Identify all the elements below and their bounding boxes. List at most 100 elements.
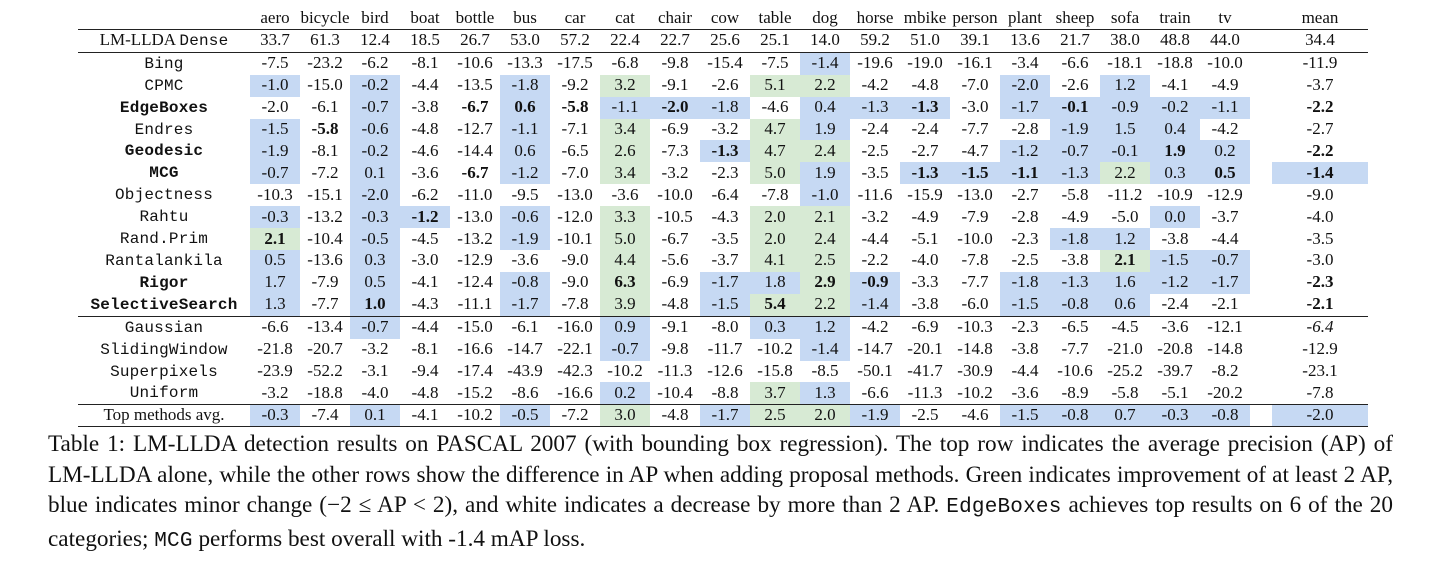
cell-gap (1250, 382, 1272, 404)
ap-cell: -43.9 (507, 361, 543, 380)
ap-cell: 4.4 (600, 249, 650, 272)
ap-cell: -1.7 (500, 293, 550, 317)
ap-cell: 0.6 (500, 140, 550, 163)
ap-cell: -4.9 (1061, 206, 1089, 226)
ap-cell: 0.5 (350, 271, 400, 294)
ap-cell: -2.7 (1011, 184, 1039, 204)
ap-cell: -0.1 (1050, 96, 1100, 119)
header-category: car (564, 8, 586, 27)
ap-cell: -0.5 (500, 404, 550, 428)
ap-cell: -16.6 (457, 339, 493, 359)
method-name: MCG (78, 162, 250, 184)
ap-cell: -5.8 (311, 119, 339, 139)
cell-gap (1250, 75, 1272, 97)
ap-cell: -21.8 (257, 339, 293, 359)
ap-cell: -11.0 (457, 184, 493, 204)
ap-cell: -13.6 (307, 250, 343, 270)
ap-cell: 2.6 (600, 140, 650, 163)
ap-cell: -6.7 (461, 162, 489, 182)
ap-cell: -15.1 (307, 184, 343, 204)
ap-cell: 0.0 (1150, 206, 1200, 229)
ap-cell: -8.0 (700, 315, 750, 339)
mean-cell: -12.9 (1302, 339, 1338, 359)
ap-cell: -2.4 (861, 119, 889, 139)
ap-cell: 2.1 (250, 228, 300, 250)
caption-mcg: MCG (154, 529, 193, 553)
ap-cell: -2.0 (350, 184, 400, 207)
ap-cell: 5.1 (750, 74, 800, 97)
avg-label: Top methods avg. (103, 405, 225, 425)
ap-cell: -16.0 (550, 315, 600, 339)
ap-cell: -4.2 (850, 315, 900, 339)
ap-cell: 2.1 (1100, 249, 1150, 272)
ap-cell: -4.4 (861, 228, 889, 248)
mean-cell: -23.1 (1302, 361, 1338, 380)
ap-cell: -7.7 (311, 294, 339, 314)
ap-cell: -4.4 (1211, 228, 1239, 248)
ap-cell: -3.8 (1061, 250, 1089, 270)
ap-cell: -9.4 (411, 361, 439, 380)
ap-cell: -12.7 (457, 119, 493, 139)
ap-cell: 0.5 (1200, 162, 1250, 185)
ap-cell: -1.2 (400, 206, 450, 229)
ap-cell: -1.3 (900, 96, 950, 119)
ap-cell: 3.4 (600, 118, 650, 141)
method-row: Rantalankila 0.5 -13.6 0.3 -3.0 -12.9 -3.6 -9.0… (78, 249, 1368, 272)
ap-cell: -12.6 (707, 361, 743, 380)
ap-cell: -1.8 (1000, 271, 1050, 294)
ap-cell: -41.7 (907, 361, 943, 380)
ap-cell: 1.2 (1100, 228, 1150, 250)
ap-cell: 3.7 (750, 382, 800, 405)
ap-cell: 61.3 (300, 28, 350, 53)
ap-cell: -1.5 (950, 162, 1000, 185)
ap-cell: 0.1 (350, 404, 400, 428)
ap-cell: -5.8 (1061, 184, 1089, 204)
ap-cell: -1.9 (1050, 118, 1100, 141)
mean-cell: -9.0 (1306, 184, 1334, 204)
ap-cell: -13.3 (500, 51, 550, 75)
ap-cell: -9.1 (661, 75, 689, 95)
ap-cell: 1.3 (800, 382, 850, 405)
method-name: Uniform (78, 382, 250, 404)
ap-cell: -4.4 (400, 315, 450, 339)
header-category: bottle (455, 8, 495, 27)
ap-cell: 59.2 (850, 28, 900, 53)
method-row: Rigor 1.7 -7.9 0.5 -4.1 -12.4 -0.8 -9.0 6.3 -6.9-… (78, 271, 1368, 294)
method-row: CPMC -1.0 -15.0 -0.2 -4.4 -13.5 -1.8 -9.2 3.2 -9.… (78, 74, 1368, 97)
ap-cell: -2.0 (650, 96, 700, 119)
ap-cell: -1.4 (800, 338, 850, 361)
method-row: Gaussian -6.6 -13.4 -0.7 -4.4 -15.0 -6.1 -16.0 0… (78, 315, 1368, 339)
ap-cell: 2.0 (750, 206, 800, 229)
ap-cell: 2.0 (800, 404, 850, 428)
ap-cell: -1.8 (700, 96, 750, 119)
ap-cell: -1.3 (700, 140, 750, 163)
ap-cell: -13.2 (307, 206, 343, 226)
ap-cell: -9.5 (511, 184, 539, 204)
ap-cell: -3.8 (1011, 339, 1039, 359)
method-name: Gaussian (78, 315, 250, 339)
ap-cell: -3.2 (261, 382, 289, 402)
ap-cell: -4.3 (711, 206, 739, 226)
ap-cell: -0.7 (350, 315, 400, 339)
ap-cell: -7.2 (311, 162, 339, 182)
ap-cell: -0.8 (1200, 404, 1250, 428)
method-row: Bing -7.5 -23.2 -6.2 -8.1 -10.6 -13.3 -17.5 -6.8… (78, 51, 1368, 75)
ap-cell: -10.3 (950, 315, 1000, 339)
ap-cell: -5.1 (1161, 382, 1189, 402)
ap-cell: 2.2 (1100, 162, 1150, 185)
caption-mid2: achieves top results on 6 of the 20 cate… (48, 492, 1393, 552)
header-category: dog (812, 8, 838, 27)
ap-cell: -14.7 (857, 339, 893, 359)
header-category: aero (260, 8, 290, 27)
method-name: Objectness (78, 184, 250, 206)
cell-gap (1250, 272, 1272, 294)
ap-cell: -5.8 (1111, 382, 1139, 402)
ap-cell: -1.5 (250, 118, 300, 141)
mean-cell: -4.0 (1306, 206, 1334, 226)
ap-cell: 2.2 (800, 293, 850, 317)
cell-gap (1250, 206, 1272, 228)
ap-cell: -1.8 (1050, 228, 1100, 250)
ap-cell: -4.9 (911, 206, 939, 226)
ap-cell: -3.2 (711, 119, 739, 139)
ap-cell: 2.1 (800, 206, 850, 229)
